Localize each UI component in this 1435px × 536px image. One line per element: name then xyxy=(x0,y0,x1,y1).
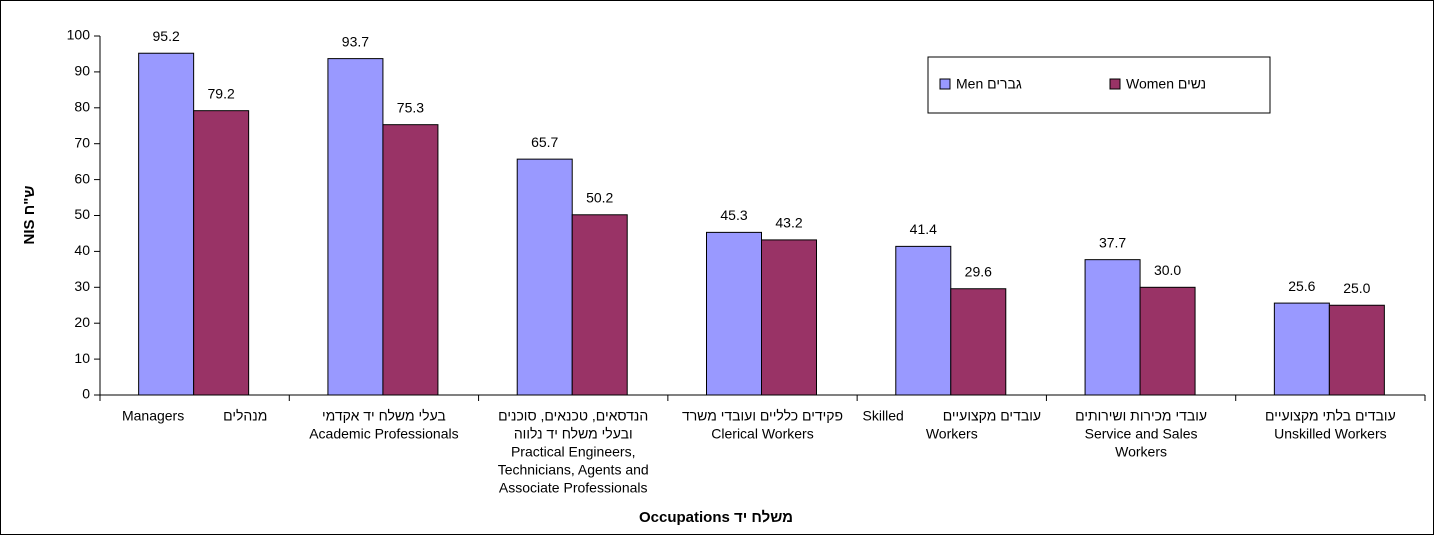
x-tick-label: Managers מנהלים xyxy=(122,408,267,424)
y-tick-label: 30 xyxy=(74,278,90,294)
bar xyxy=(1139,286,1196,396)
legend-label: Men גברים xyxy=(956,76,1022,92)
bar xyxy=(138,52,195,396)
value-label: 25.0 xyxy=(1343,280,1370,296)
bar xyxy=(706,231,762,396)
x-tick-label: Workers xyxy=(926,426,978,442)
x-tick-label: פקידים כלליים ועובדי משרד xyxy=(682,408,843,424)
x-tick-label: Associate Professionals xyxy=(499,480,648,496)
value-label: 93.7 xyxy=(342,33,369,49)
x-tick-label: Technicians, Agents and xyxy=(498,462,649,478)
bar xyxy=(327,58,384,396)
y-axis-title: NIS ש"ח xyxy=(21,186,38,245)
x-axis-title: Occupations משלח יד xyxy=(639,509,793,526)
value-label: 65.7 xyxy=(531,134,558,150)
x-tick-label: Clerical Workers xyxy=(711,426,813,442)
x-tick-label: Academic Professionals xyxy=(309,426,458,442)
x-tick-label: הנדסאים, טכנאים, סוכנים xyxy=(498,408,648,424)
y-tick-label: 0 xyxy=(82,386,90,402)
bar xyxy=(1328,304,1385,396)
value-label: 43.2 xyxy=(775,215,802,231)
bar xyxy=(571,214,628,396)
legend-label: Women נשים xyxy=(1126,76,1206,92)
value-label: 75.3 xyxy=(397,99,424,115)
y-tick-label: 70 xyxy=(74,134,90,150)
y-tick-label: 60 xyxy=(74,170,90,186)
x-tick-label: Service and Sales xyxy=(1085,426,1198,442)
bar xyxy=(950,288,1007,396)
bar xyxy=(193,110,250,396)
x-tick-label: Skilled עובדים מקצועיים xyxy=(863,408,1041,424)
bar xyxy=(382,124,439,396)
x-tick-label: Workers xyxy=(1115,444,1167,460)
x-tick-label: Unskilled Workers xyxy=(1274,426,1387,442)
bar xyxy=(1273,302,1330,396)
value-label: 95.2 xyxy=(153,28,180,44)
y-tick-label: 50 xyxy=(74,206,90,222)
legend-swatch xyxy=(939,78,951,90)
bar xyxy=(1084,259,1141,396)
legend-swatch xyxy=(1109,78,1121,90)
y-tick-label: 90 xyxy=(74,63,90,79)
value-label: 79.2 xyxy=(208,85,235,101)
y-tick-label: 40 xyxy=(74,242,90,258)
value-label: 30.0 xyxy=(1154,262,1181,278)
value-label: 37.7 xyxy=(1099,234,1126,250)
value-label: 50.2 xyxy=(586,189,613,205)
legend-box xyxy=(927,56,1271,114)
y-tick-label: 10 xyxy=(74,350,90,366)
value-label: 45.3 xyxy=(720,207,747,223)
y-tick-label: 100 xyxy=(67,27,91,43)
x-tick-label: עובדי מכירות ושירותים xyxy=(1075,408,1207,424)
x-tick-label: Practical Engineers, xyxy=(511,444,636,460)
value-label: 25.6 xyxy=(1288,278,1315,294)
x-tick-label: עובדים בלתי מקצועיים xyxy=(1265,408,1396,424)
x-tick-label: ובעלי משלח יד נלווה xyxy=(514,426,633,442)
y-tick-label: 20 xyxy=(74,314,90,330)
bar xyxy=(516,158,573,396)
x-tick-label: בעלי משלח יד אקדמי xyxy=(322,408,446,424)
bar xyxy=(895,245,952,396)
value-label: 41.4 xyxy=(910,221,937,237)
bar xyxy=(761,239,817,396)
y-tick-label: 80 xyxy=(74,99,90,115)
value-label: 29.6 xyxy=(965,263,992,279)
